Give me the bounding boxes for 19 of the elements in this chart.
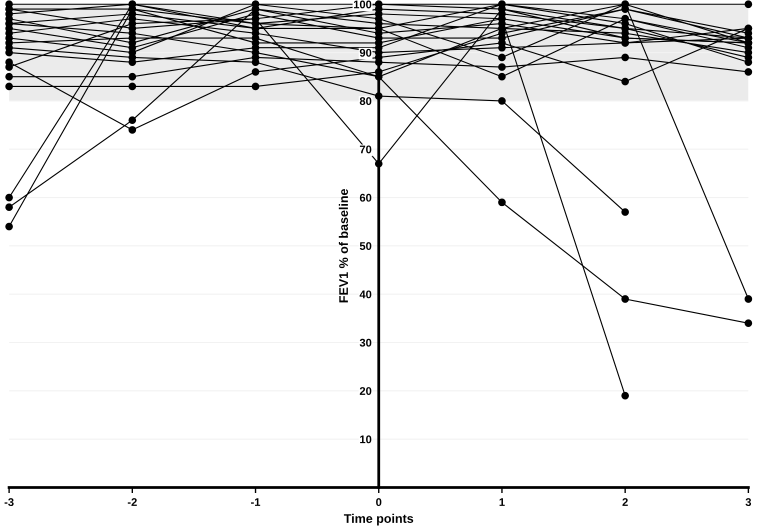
x-tick-label: -2	[128, 498, 137, 506]
y-tick-label: 40	[360, 290, 372, 298]
y-tick-label: 90	[360, 48, 372, 57]
x-tick-label: 3	[746, 498, 752, 506]
x-tick-label: 0	[376, 498, 382, 506]
y-tick-label: 10	[360, 435, 372, 444]
y-tick-label: 20	[360, 387, 372, 395]
x-tick-label: 2	[622, 498, 628, 506]
y-tick-label: 60	[360, 194, 372, 202]
y-axis-title: FEV1 % of baseline	[338, 188, 348, 302]
x-tick-label: 1	[500, 498, 505, 506]
y-tick-label: 100	[354, 0, 372, 8]
y-tick-label: 50	[360, 242, 372, 250]
y-tick-label: 70	[360, 145, 372, 154]
x-tick-label: -3	[4, 498, 14, 506]
y-tick-label: 30	[360, 338, 372, 347]
y-tick-label: 80	[360, 97, 372, 106]
x-axis-title: Time points	[344, 514, 414, 526]
x-tick-label: -1	[251, 498, 260, 506]
